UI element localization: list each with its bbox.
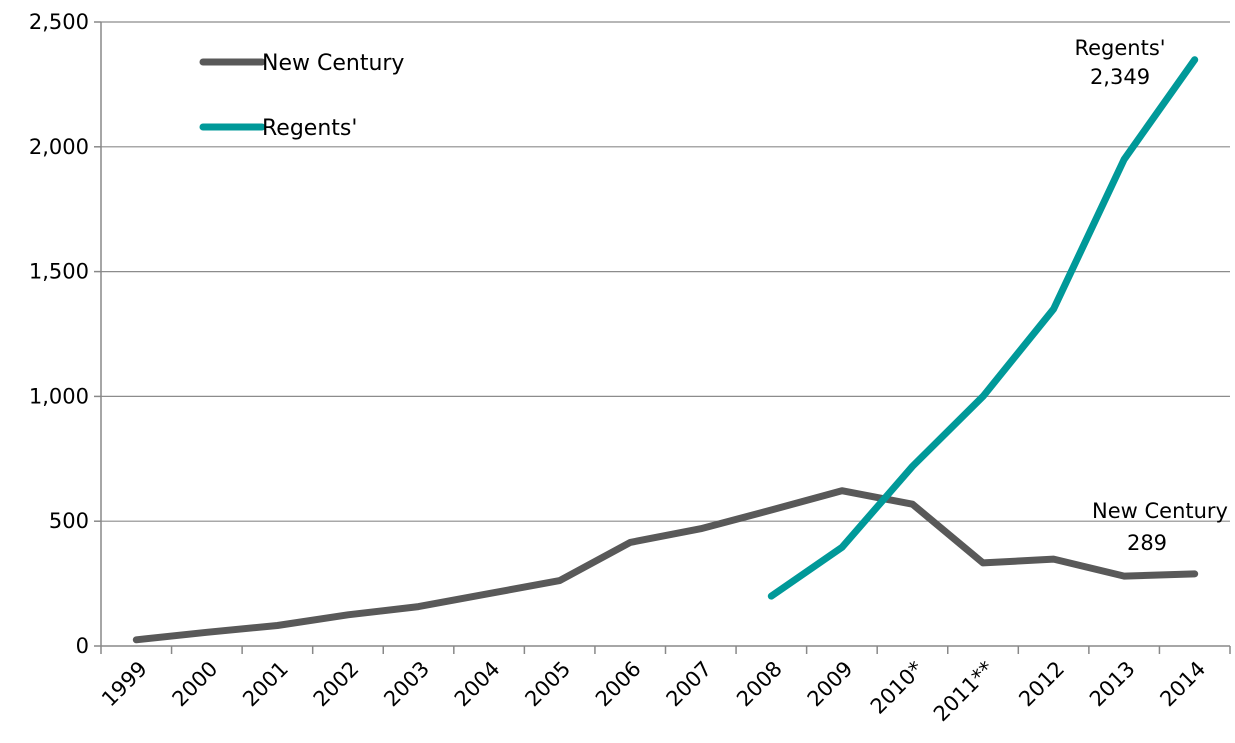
y-tick-label: 500	[49, 509, 89, 533]
end-labels: Regents' 2,349 New Century 289	[1074, 36, 1228, 555]
x-tick-label: 2007	[662, 657, 717, 712]
y-tick-label: 2,000	[29, 135, 89, 159]
y-tick-label: 2,500	[29, 10, 89, 34]
x-tick-label: 2003	[379, 657, 434, 712]
x-tick-label: 2010*	[866, 657, 928, 719]
x-axis-ticks: 1999 2000 2001 2002 2003 2004 2005 2006 2007 2008…	[97, 646, 1231, 727]
regents-end-label-name: Regents'	[1074, 36, 1165, 60]
x-tick-label: 2012	[1014, 657, 1069, 712]
series-lines	[132, 56, 1199, 644]
y-axis-ticks: 0 500 1,000 1,500 2,000 2,500	[29, 10, 101, 658]
x-tick-label: 2009	[803, 657, 858, 712]
x-tick-label: 2013	[1085, 657, 1140, 712]
gridlines	[101, 21, 1230, 522]
x-tick-label: 2011**	[929, 657, 999, 727]
x-tick-label: 2005	[520, 657, 575, 712]
legend-label-new-century: New Century	[262, 51, 404, 76]
y-tick-label: 1,000	[29, 384, 89, 408]
legend-label-regents: Regents'	[262, 116, 357, 141]
x-tick-label: 1999	[97, 657, 152, 712]
regents-end-label-value: 2,349	[1090, 65, 1150, 89]
x-tick-label: 2014	[1155, 657, 1210, 712]
x-tick-label: 2001	[238, 657, 293, 712]
x-tick-label: 2008	[732, 657, 787, 712]
legend: New Century Regents'	[199, 51, 404, 141]
x-tick-label: 2006	[591, 657, 646, 712]
y-tick-label: 0	[76, 634, 89, 658]
x-tick-label: 2004	[450, 657, 505, 712]
series-line-new-century	[132, 487, 1199, 644]
new-century-end-label-name: New Century	[1092, 499, 1228, 523]
x-tick-label: 2002	[309, 657, 364, 712]
series-line-regents	[767, 56, 1199, 600]
x-tick-label: 2000	[168, 657, 223, 712]
y-tick-label: 1,500	[29, 260, 89, 284]
new-century-end-label-value: 289	[1127, 531, 1167, 555]
